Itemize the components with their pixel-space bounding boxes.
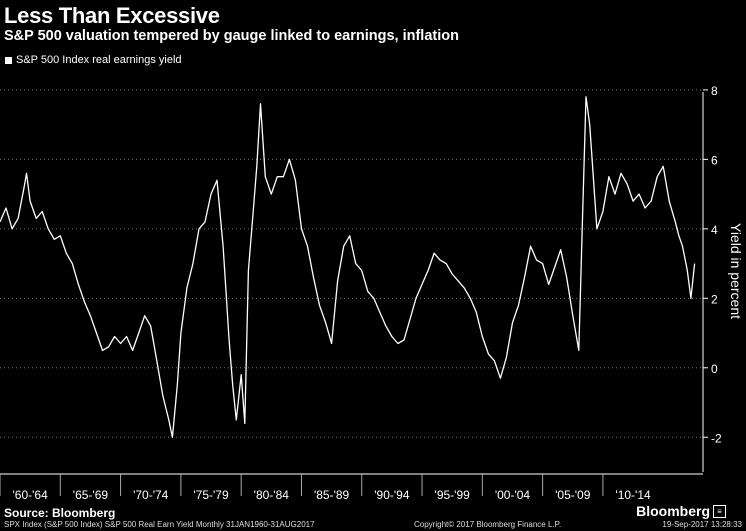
brand-name: Bloomberg — [636, 503, 710, 519]
x-tick-label: '75-'79 — [193, 488, 229, 502]
y-tick-label: 0 — [711, 362, 718, 376]
x-tick-label: '10-'14 — [615, 488, 651, 502]
legend-label: S&P 500 Index real earnings yield — [16, 54, 182, 66]
chart-legend: S&P 500 Index real earnings yield — [5, 54, 182, 66]
timestamp: 19-Sep-2017 13:28:33 — [662, 520, 742, 529]
series-line-real-earnings-yield — [0, 96, 696, 438]
x-tick-label: '95-'99 — [435, 488, 471, 502]
x-tick-label: '70-'74 — [133, 488, 169, 502]
bloomberg-terminal-icon: ≡ — [713, 504, 726, 518]
copyright-note: Copyright© 2017 Bloomberg Finance L.P. — [414, 520, 562, 529]
legend-swatch — [5, 56, 12, 64]
source-note: Source: Bloomberg — [4, 506, 116, 520]
x-tick-label: '90-'94 — [374, 488, 410, 502]
x-tick-label: '60-'64 — [13, 488, 49, 502]
chart-title: Less Than Excessive — [4, 3, 220, 28]
series-info: SPX Index (S&P 500 Index) S&P 500 Real E… — [4, 520, 315, 529]
brand-logo: Bloomberg ≡ — [636, 503, 726, 519]
x-tick-label: '85-'89 — [314, 488, 350, 502]
y-tick-label: 2 — [711, 292, 718, 306]
y-tick-label: 6 — [711, 153, 718, 167]
y-tick-label: 4 — [711, 223, 718, 237]
y-tick-label: -2 — [711, 431, 722, 445]
y-axis-label: Yield in percent — [728, 223, 744, 319]
x-tick-label: '05-'09 — [555, 488, 591, 502]
x-tick-label: '80-'84 — [254, 488, 290, 502]
x-tick-label: '00-'04 — [495, 488, 531, 502]
y-tick-label: 8 — [711, 84, 718, 98]
x-tick-label: '65-'69 — [73, 488, 109, 502]
chart-subtitle: S&P 500 valuation tempered by gauge link… — [4, 28, 459, 44]
